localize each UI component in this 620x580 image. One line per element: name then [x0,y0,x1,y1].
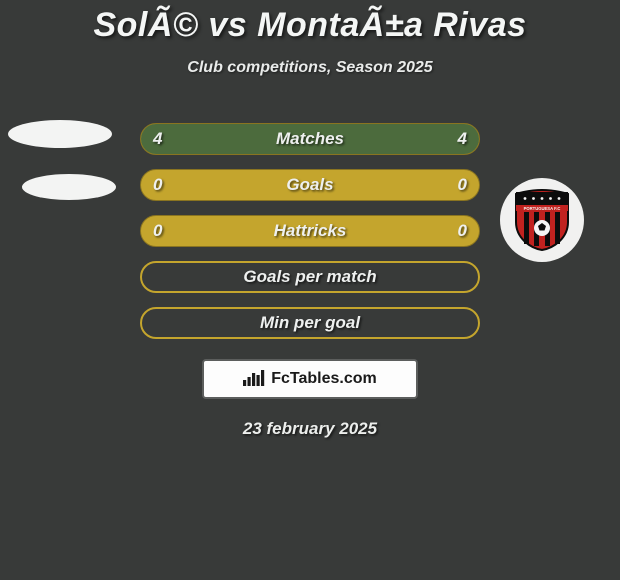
stat-label: Hattricks [141,216,479,246]
comparison-date: 23 february 2025 [0,419,620,439]
stat-row: Goals per match [140,261,480,293]
player-photo-ellipse [8,120,112,148]
left-player-photo-stack [8,120,118,226]
fctables-label: FcTables.com [271,370,377,388]
stat-label: Goals [141,170,479,200]
stat-row: 44Matches [140,123,480,155]
fctables-attribution: FcTables.com [202,359,418,399]
page-title: SolÃ© vs MontaÃ±a Rivas [0,0,620,45]
page-subtitle: Club competitions, Season 2025 [0,59,620,77]
stat-label: Matches [141,124,479,154]
fctables-bars-icon [243,368,265,391]
player-photo-ellipse [22,174,116,200]
club-badge: PORTUGUESA F.C [500,178,584,262]
club-shield-icon: PORTUGUESA F.C [514,188,570,252]
svg-text:PORTUGUESA F.C: PORTUGUESA F.C [524,206,561,211]
stat-label: Goals per match [142,263,478,291]
stat-row: Min per goal [140,307,480,339]
stat-row: 00Hattricks [140,215,480,247]
stat-row: 00Goals [140,169,480,201]
stat-label: Min per goal [142,309,478,337]
